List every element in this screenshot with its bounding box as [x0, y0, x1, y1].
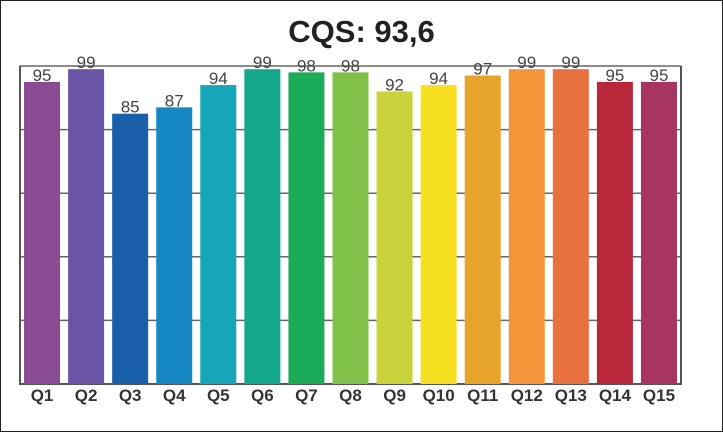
- bar-q6: [244, 69, 281, 385]
- x-tick-label-q7: Q7: [295, 386, 318, 405]
- x-tick-label-q2: Q2: [75, 386, 98, 405]
- data-label-q10: 94: [429, 69, 448, 88]
- data-label-q13: 99: [561, 53, 580, 72]
- x-tick-label-q8: Q8: [339, 386, 362, 405]
- x-tick-label-q3: Q3: [119, 386, 142, 405]
- x-tick-label-q14: Q14: [599, 386, 632, 405]
- data-label-q12: 99: [517, 53, 536, 72]
- x-tick-label-q9: Q9: [383, 386, 406, 405]
- data-label-q9: 92: [385, 75, 404, 94]
- data-label-q14: 95: [605, 66, 624, 85]
- x-tick-label-q6: Q6: [251, 386, 274, 405]
- bar-q15: [640, 81, 677, 385]
- bar-q10: [420, 85, 457, 384]
- x-tick-label-q11: Q11: [467, 386, 498, 405]
- bar-q7: [288, 72, 325, 385]
- bar-q4: [156, 107, 193, 384]
- x-tick-label-q15: Q15: [643, 386, 675, 405]
- data-label-q4: 87: [165, 91, 184, 110]
- bar-q1: [24, 81, 61, 385]
- bar-q2: [68, 69, 105, 385]
- data-label-q15: 95: [650, 66, 669, 85]
- bar-q5: [200, 85, 237, 384]
- bar-q8: [332, 72, 369, 385]
- bar-q14: [596, 81, 633, 385]
- data-label-q2: 99: [77, 53, 96, 72]
- data-label-q5: 94: [209, 69, 228, 88]
- data-label-q11: 97: [473, 60, 492, 79]
- data-label-q8: 98: [341, 56, 360, 75]
- x-tick-label-q10: Q10: [423, 386, 455, 405]
- chart-title: CQS: 93,6: [288, 14, 435, 49]
- bar-q3: [112, 113, 149, 384]
- data-label-q3: 85: [121, 98, 140, 117]
- x-tick-label-q13: Q13: [555, 386, 587, 405]
- x-tick-label-q4: Q4: [163, 386, 186, 405]
- x-tick-label-q1: Q1: [31, 386, 54, 405]
- bar-q9: [376, 91, 413, 384]
- bar-q12: [508, 69, 545, 385]
- data-label-q7: 98: [297, 56, 316, 75]
- bar-q13: [552, 69, 589, 385]
- data-label-q1: 95: [33, 66, 52, 85]
- x-tick-label-q5: Q5: [207, 386, 230, 405]
- data-label-q6: 99: [253, 53, 272, 72]
- bar-q11: [464, 75, 501, 384]
- x-tick-label-q12: Q12: [511, 386, 543, 405]
